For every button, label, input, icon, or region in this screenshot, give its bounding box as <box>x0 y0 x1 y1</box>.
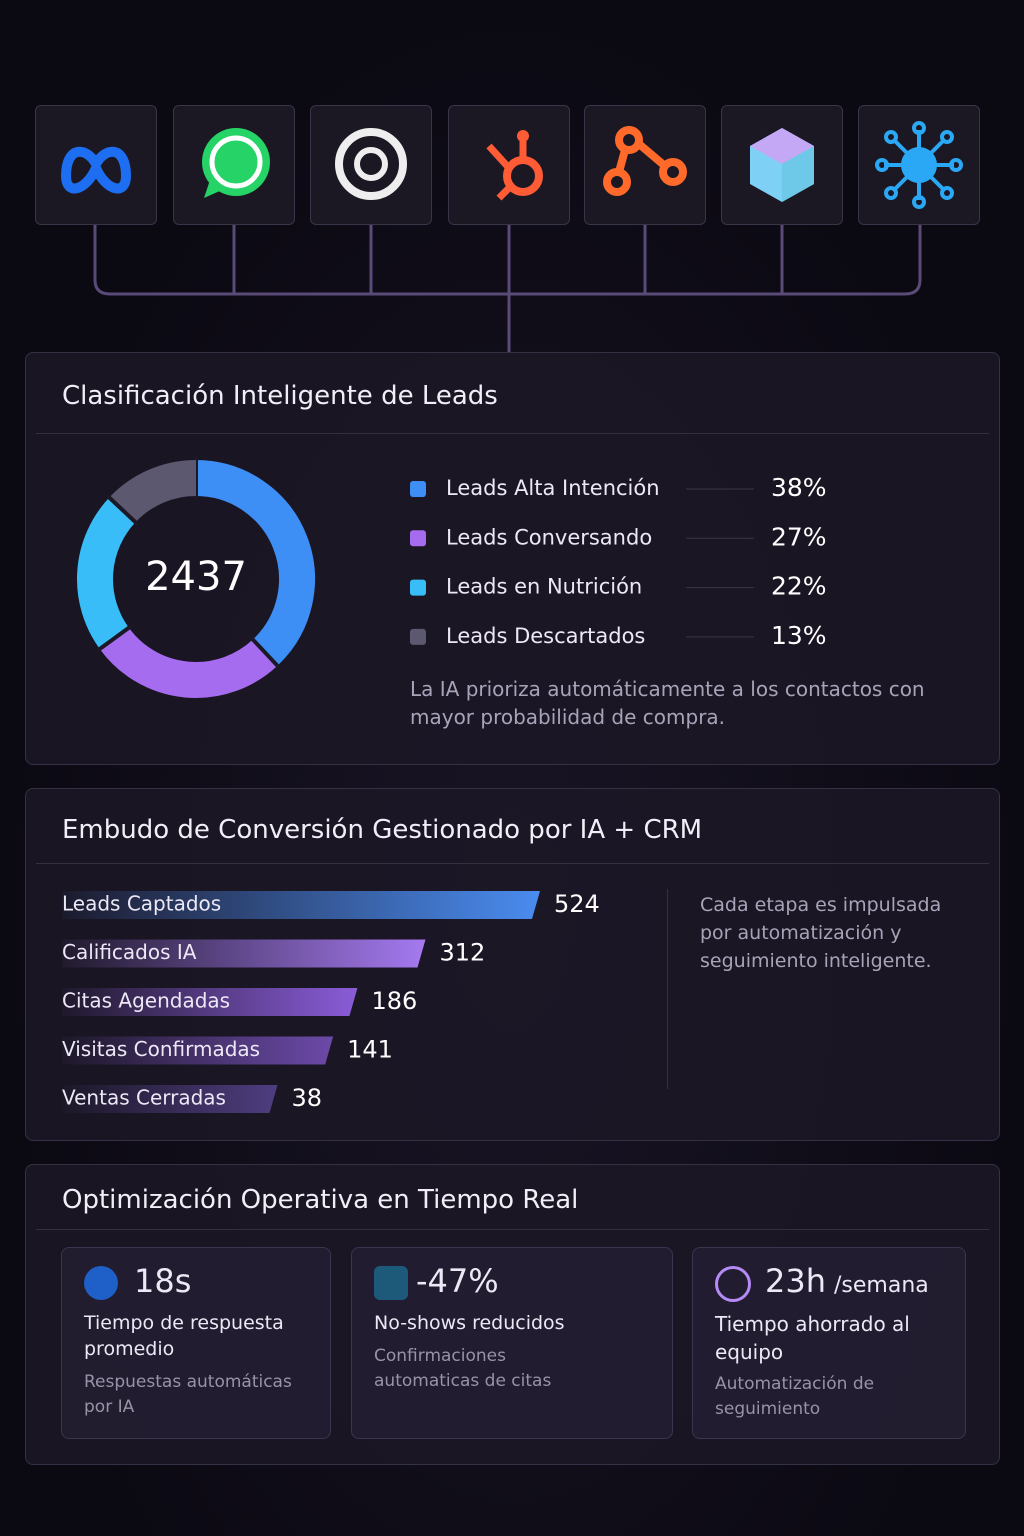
openai-icon <box>310 105 432 225</box>
donut-segment <box>99 627 278 698</box>
value-label: 27% <box>771 522 827 551</box>
funnel-bar <box>62 988 358 1016</box>
metric-label: Tiempo de respuesta promedio <box>84 1312 284 1360</box>
make-icon <box>584 105 706 225</box>
stage-value: 312 <box>440 939 486 967</box>
metric-label: No-shows reducidos <box>374 1312 565 1334</box>
metric-value-row: 23h/semana <box>765 1262 929 1300</box>
value-label: 13% <box>771 621 827 650</box>
legend-label: Leads en Nutrición <box>446 575 642 599</box>
meta-icon <box>35 105 157 225</box>
metric-value: 18s <box>134 1262 192 1300</box>
metric-card: -47% No-shows reducidos Confirmaciones a… <box>351 1247 673 1439</box>
stage-value: 186 <box>371 987 417 1015</box>
metric-label: Tiempo ahorrado al equipo <box>715 1312 910 1364</box>
donut-segment <box>77 497 136 649</box>
stage-label: Calificados IA <box>62 940 197 964</box>
stage-label: Visitas Confirmadas <box>62 1037 260 1061</box>
funnel-bar <box>62 1085 278 1113</box>
separator <box>36 1229 989 1230</box>
segment-gap <box>105 494 140 526</box>
legend-swatch <box>410 579 426 596</box>
leads-panel: Clasificación Inteligente de Leads 2437 … <box>25 352 1000 765</box>
metric-detail: Automatización de seguimiento <box>715 1374 875 1419</box>
stage-label: Leads Captados <box>62 892 221 916</box>
metric-unit: /semana <box>834 1273 929 1298</box>
note: La IA prioriza automáticamente a los con… <box>410 677 925 729</box>
value-label: 38% <box>771 473 827 502</box>
stage-label: Citas Agendadas <box>62 989 230 1013</box>
card-icon <box>84 1266 118 1300</box>
legend-swatch <box>410 481 426 497</box>
note: Cada etapa es impulsada por automatizaci… <box>700 894 942 972</box>
separator <box>36 863 989 864</box>
donut-center: 2437 <box>145 554 247 600</box>
stage-label: Ventas Cerradas <box>62 1086 226 1110</box>
donut-segment <box>195 460 315 666</box>
segment-gap <box>249 635 281 670</box>
value-label: 22% <box>771 572 827 601</box>
legend-label: Leads Descartados <box>446 624 645 648</box>
stage-value: 141 <box>347 1036 393 1064</box>
cube-icon <box>721 105 843 225</box>
panel-title: Clasificación Inteligente de Leads <box>62 381 498 411</box>
segment-gap <box>96 624 133 653</box>
funnel-panel: Embudo de Conversión Gestionado por IA +… <box>25 788 1000 1141</box>
card-icon <box>715 1266 751 1302</box>
network-icon <box>858 105 980 225</box>
funnel-chart: Leads Captados 524 Calificados IA 312 Citas … <box>62 890 600 1113</box>
metric-detail: Respuestas automáticas por IA <box>84 1372 292 1417</box>
metric-card: 18s Tiempo de respuesta promedio Respues… <box>61 1247 331 1439</box>
legend-label: Leads Alta Intención <box>446 476 660 500</box>
panel-title: Optimización Operativa en Tiempo Real <box>62 1185 579 1215</box>
metric-value: 23h <box>765 1262 826 1300</box>
metric-value: -47% <box>416 1262 499 1300</box>
funnel-bar <box>62 891 540 919</box>
hubspot-icon <box>448 105 570 225</box>
integration-lines <box>93 224 922 352</box>
donut-chart: 2437 Leads Alta Intención 38% Leads Conver… <box>77 457 827 698</box>
funnel-bar <box>62 1036 334 1065</box>
funnel-bar <box>62 939 426 968</box>
metrics-panel: Optimización Operativa en Tiempo Real 18… <box>25 1164 1000 1465</box>
stage-value: 38 <box>292 1084 323 1112</box>
legend-swatch <box>410 628 426 645</box>
whatsapp-icon <box>173 105 295 225</box>
card-icon <box>374 1266 408 1300</box>
metric-card: 23h/semana Tiempo ahorrado al equipo Aut… <box>692 1247 966 1439</box>
stage-value: 524 <box>554 890 600 918</box>
separator <box>36 433 989 434</box>
panel-title: Embudo de Conversión Gestionado por IA +… <box>62 815 703 845</box>
donut-segment <box>109 460 197 523</box>
divider <box>667 889 668 1089</box>
legend-swatch <box>410 530 426 547</box>
legend-label: Leads Conversando <box>446 525 652 549</box>
metric-detail: Confirmaciones automaticas de citas <box>374 1346 552 1391</box>
